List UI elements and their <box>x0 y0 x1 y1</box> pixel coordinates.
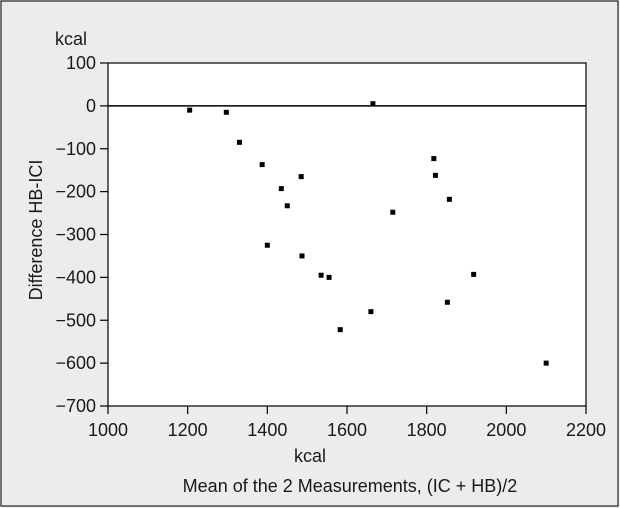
data-point <box>298 174 304 180</box>
x-axis-title: Mean of the 2 Measurements, (IC + HB)/2 <box>183 476 518 496</box>
data-point <box>278 186 284 192</box>
y-tick-label: −600 <box>55 353 96 373</box>
data-point <box>326 274 332 280</box>
y-tick-label: 100 <box>66 53 96 73</box>
y-axis-ticks: 100 0 −100 −200 −300 −400 −500 −600 −700 <box>55 53 108 416</box>
data-point <box>187 107 193 113</box>
data-point <box>370 101 376 107</box>
y-axis-unit: kcal <box>55 29 87 49</box>
data-point <box>223 109 229 115</box>
data-point <box>318 272 324 278</box>
data-point <box>299 253 305 259</box>
x-tick-label: 1000 <box>88 420 128 440</box>
data-point <box>284 203 290 209</box>
x-axis-ticks: 1000 1200 1400 1600 1800 2000 2200 <box>88 406 606 440</box>
data-point <box>431 156 437 162</box>
plot-area <box>107 62 587 407</box>
x-tick-label: 1600 <box>327 420 367 440</box>
y-tick-label: −200 <box>55 182 96 202</box>
x-tick-label: 1400 <box>247 420 287 440</box>
x-tick-label: 1800 <box>407 420 447 440</box>
data-point <box>390 209 396 215</box>
data-points <box>187 101 549 366</box>
x-tick-label: 2000 <box>486 420 526 440</box>
data-point <box>543 360 549 366</box>
data-point <box>432 172 438 178</box>
data-point <box>236 139 242 145</box>
data-point <box>446 196 452 202</box>
y-axis-title: Difference HB-ICI <box>26 160 46 301</box>
data-point <box>444 299 450 305</box>
data-point <box>259 162 265 168</box>
y-tick-label: −300 <box>55 225 96 245</box>
y-tick-label: −400 <box>55 267 96 287</box>
x-tick-label: 2200 <box>566 420 606 440</box>
y-tick-label: −100 <box>55 139 96 159</box>
data-point <box>337 327 343 333</box>
x-axis-unit: kcal <box>294 446 326 466</box>
x-tick-label: 1200 <box>168 420 208 440</box>
data-point <box>471 271 477 277</box>
data-point <box>368 309 374 315</box>
data-point <box>264 242 270 248</box>
y-tick-label: 0 <box>86 96 96 116</box>
y-tick-label: −500 <box>55 310 96 330</box>
y-tick-label: −700 <box>55 396 96 416</box>
